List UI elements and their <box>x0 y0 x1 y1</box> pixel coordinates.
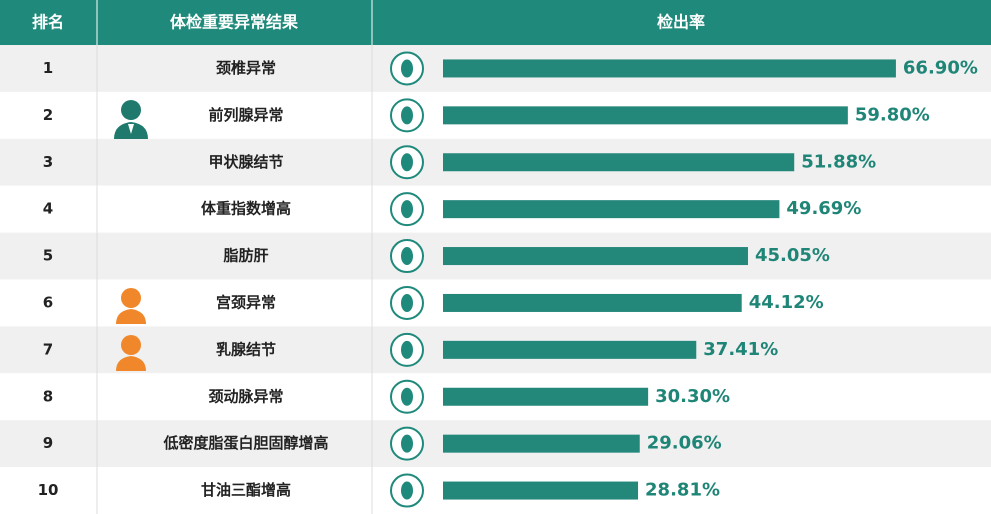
item-name: 脂肪肝 <box>223 247 268 265</box>
item-name: 低密度脂蛋白胆固醇增高 <box>162 434 328 452</box>
item-icon <box>401 247 413 266</box>
bar <box>443 59 896 78</box>
value-label: 45.05% <box>755 245 830 266</box>
header-rank: 排名 <box>32 13 64 32</box>
item-icon <box>401 153 413 172</box>
rank: 7 <box>43 340 53 358</box>
value-label: 51.88% <box>801 151 876 172</box>
item-icon <box>401 293 413 312</box>
female-icon <box>116 288 146 324</box>
item-name: 甘油三酯增高 <box>201 481 291 499</box>
item-name: 体重指数增高 <box>201 200 291 218</box>
item-icon <box>401 434 413 453</box>
bar <box>443 481 639 500</box>
value-label: 49.69% <box>786 198 861 219</box>
rank: 2 <box>43 106 53 124</box>
value-label: 30.30% <box>655 386 730 407</box>
value-label: 66.90% <box>903 57 978 78</box>
item-icon <box>401 59 413 78</box>
bar <box>443 293 742 312</box>
item-icon <box>401 340 413 359</box>
rank: 4 <box>43 200 53 218</box>
rank: 6 <box>43 293 53 311</box>
header-item: 体检重要异常结果 <box>170 13 298 32</box>
female-icon <box>116 335 146 371</box>
item-name: 颈动脉异常 <box>207 387 283 405</box>
header-rate: 检出率 <box>657 13 705 32</box>
rank: 1 <box>43 59 53 77</box>
bar <box>443 153 795 172</box>
item-name: 宫颈异常 <box>216 293 276 311</box>
header-bar <box>0 0 991 45</box>
item-icon <box>401 200 413 219</box>
bar <box>443 434 640 453</box>
bar <box>443 387 649 406</box>
item-name: 甲状腺结节 <box>208 153 283 171</box>
bar <box>443 200 780 219</box>
value-label: 28.81% <box>645 480 720 501</box>
rank: 3 <box>43 153 53 171</box>
item-name: 颈椎异常 <box>215 59 276 77</box>
value-label: 44.12% <box>749 292 824 313</box>
rank: 10 <box>38 481 59 499</box>
value-label: 59.80% <box>855 104 930 125</box>
value-label: 29.06% <box>647 433 722 454</box>
bar <box>443 247 748 266</box>
bar <box>443 106 848 125</box>
item-name: 前列腺异常 <box>208 106 283 124</box>
rank: 8 <box>43 387 53 405</box>
item-icon <box>401 387 413 406</box>
male-icon <box>114 100 148 139</box>
item-icon <box>401 481 413 500</box>
item-icon <box>401 106 413 125</box>
bar <box>443 340 697 359</box>
value-label: 37.41% <box>703 339 778 360</box>
item-name: 乳腺结节 <box>216 340 276 358</box>
rank: 9 <box>43 434 53 452</box>
rank: 5 <box>43 247 53 265</box>
